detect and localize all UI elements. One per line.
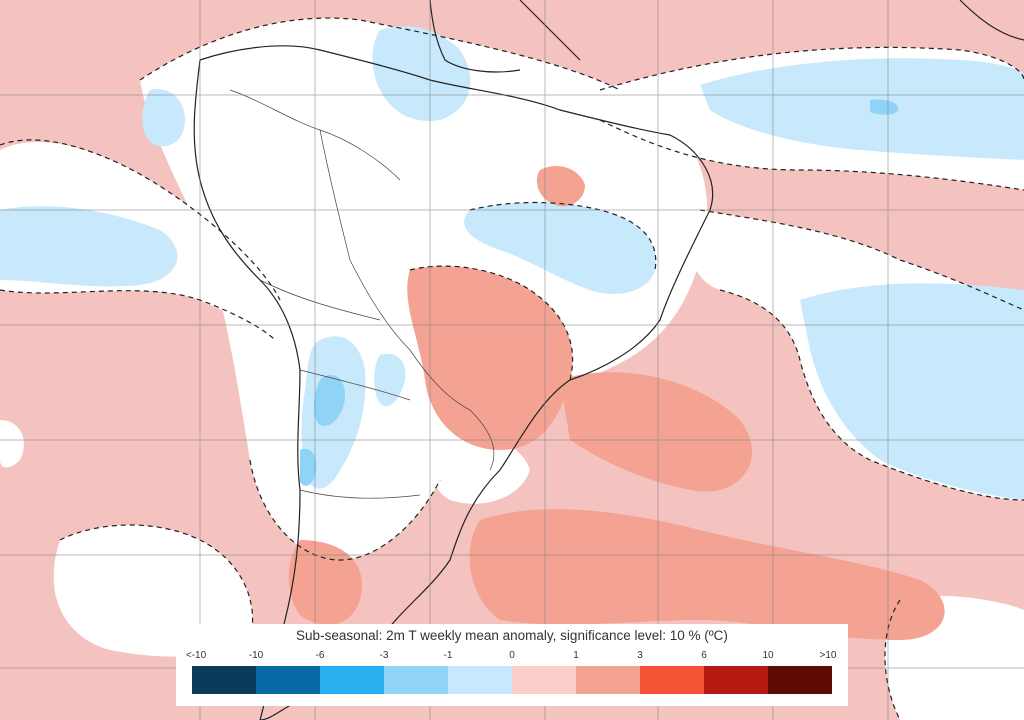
- negative-regions: [0, 26, 1024, 500]
- legend-swatch: [576, 666, 640, 694]
- legend-tick-label: 10: [762, 650, 774, 661]
- legend-swatch: [192, 666, 256, 694]
- legend-tick-label: -3: [379, 650, 389, 661]
- legend-swatch: [448, 666, 512, 694]
- legend-swatch: [768, 666, 832, 694]
- legend-tick-label: 6: [701, 650, 707, 661]
- legend-colorbar: [192, 666, 832, 694]
- positive-strong-regions: [288, 165, 945, 640]
- legend-tick-label: >10: [819, 650, 837, 661]
- legend-tick-label: -10: [248, 650, 264, 661]
- legend-swatch: [256, 666, 320, 694]
- significance-contours: [0, 17, 1024, 720]
- legend-tick-label: -1: [443, 650, 453, 661]
- legend-tick-label: <-10: [185, 650, 207, 661]
- legend-tick-label: 3: [637, 650, 643, 661]
- legend-swatch: [704, 666, 768, 694]
- legend-swatch: [320, 666, 384, 694]
- legend-swatch: [512, 666, 576, 694]
- legend-title: Sub-seasonal: 2m T weekly mean anomaly, …: [296, 628, 728, 643]
- legend-tick-label: 0: [509, 650, 515, 661]
- negative-strong-regions: [300, 99, 899, 486]
- legend-panel: Sub-seasonal: 2m T weekly mean anomaly, …: [176, 624, 848, 706]
- legend-swatch: [640, 666, 704, 694]
- country-borders: [229, 89, 495, 499]
- legend-swatch: [384, 666, 448, 694]
- legend-tick-label: -6: [315, 650, 325, 661]
- legend-tick-label: 1: [573, 650, 579, 661]
